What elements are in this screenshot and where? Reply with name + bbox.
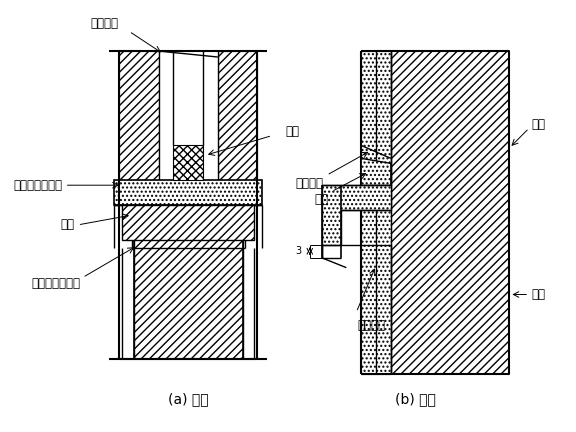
Text: 腰线: 腰线 xyxy=(531,118,545,130)
Bar xyxy=(122,205,255,240)
Bar xyxy=(134,240,242,359)
Text: 盖砖: 盖砖 xyxy=(314,193,328,206)
Text: 流水坡度: 流水坡度 xyxy=(357,319,385,332)
Bar xyxy=(173,146,203,180)
Text: 顶面砖压立面砖: 顶面砖压立面砖 xyxy=(14,179,63,192)
Text: 流水坡度: 流水坡度 xyxy=(90,17,118,30)
Text: 水泥砂浆滴水线: 水泥砂浆滴水线 xyxy=(32,277,81,290)
Bar xyxy=(119,51,158,180)
Bar xyxy=(218,51,257,180)
Text: 窗台: 窗台 xyxy=(60,219,75,232)
Text: 窗框: 窗框 xyxy=(285,125,299,138)
Polygon shape xyxy=(361,159,391,185)
Bar xyxy=(361,51,391,374)
Text: (b) 腰线: (b) 腰线 xyxy=(395,392,436,406)
Bar xyxy=(114,180,262,205)
Polygon shape xyxy=(321,185,391,258)
Text: (a) 窗台: (a) 窗台 xyxy=(168,392,209,406)
Bar xyxy=(391,51,509,374)
Text: 基体: 基体 xyxy=(531,288,545,301)
Text: 3: 3 xyxy=(295,246,302,256)
Bar xyxy=(158,51,218,180)
Text: 流水坡度: 流水坡度 xyxy=(295,177,324,190)
